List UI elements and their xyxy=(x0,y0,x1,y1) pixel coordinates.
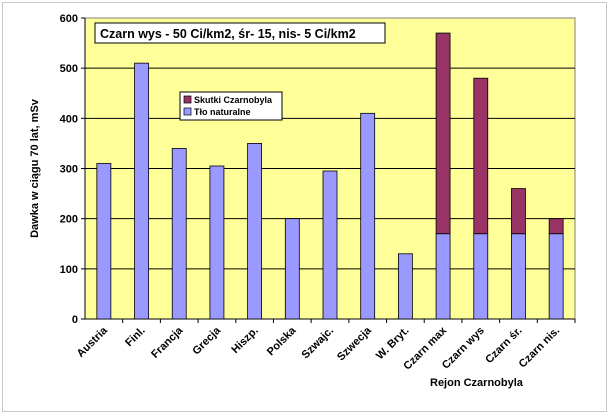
bar-finl--tlo xyxy=(134,62,149,320)
x-tick-label: Czarn nis. xyxy=(517,325,563,371)
y-axis-label: Dawka w ciągu 70 lat, mSv xyxy=(29,98,41,238)
bar-czarn-max-skutki xyxy=(435,32,451,235)
bar-w-bryt--tlo xyxy=(397,253,413,320)
x-tick-label: Finl. xyxy=(123,325,147,349)
region-label: Rejon Czarnobyla xyxy=(430,377,524,389)
bar-austria-tlo xyxy=(96,163,112,320)
legend-box xyxy=(179,91,283,121)
x-tick-label: Austria xyxy=(75,324,111,360)
legend-swatch xyxy=(183,95,192,104)
chart-title-box xyxy=(94,22,386,44)
bar-czarn-nis--skutki xyxy=(548,218,564,235)
bar-grecja-tlo xyxy=(209,165,225,320)
x-tick-label: W. Bryt. xyxy=(374,325,411,362)
x-tick-label: Hiszp. xyxy=(229,325,260,356)
legend-swatch xyxy=(183,107,192,116)
bar-szwajc--tlo xyxy=(322,170,338,320)
bar-francja-tlo xyxy=(171,148,187,320)
bar-czarn-r--tlo xyxy=(511,233,526,320)
y-tick-label: 100 xyxy=(60,264,78,276)
bar-czarn-r--skutki xyxy=(511,188,526,235)
bar-hiszp--tlo xyxy=(247,143,263,320)
x-tick-label: Francja xyxy=(149,324,186,361)
bar-szwecja-tlo xyxy=(360,112,376,320)
bar-czarn-wys-skutki xyxy=(473,77,489,235)
bar-czarn-max-tlo xyxy=(435,233,451,320)
y-tick-label: 0 xyxy=(72,314,78,326)
x-tick-label: Szwajc. xyxy=(300,325,337,362)
y-tick-label: 600 xyxy=(60,13,78,25)
y-tick-label: 300 xyxy=(60,164,78,176)
chart-title: Czarn wys - 50 Ci/km2, śr- 15, nis- 5 Ci… xyxy=(100,27,356,41)
y-tick-label: 500 xyxy=(60,63,78,75)
bar-czarn-wys-tlo xyxy=(473,233,489,320)
bar-czarn-nis--tlo xyxy=(548,233,564,320)
legend-label: Skutki Czarnobyla xyxy=(194,95,273,105)
x-tick-label: Grecja xyxy=(190,324,223,357)
bar-polska-tlo xyxy=(284,218,300,320)
legend-label: Tło naturalne xyxy=(194,107,251,117)
x-tick-label: Polska xyxy=(265,324,299,358)
x-tick-label: Szwecja xyxy=(335,324,374,363)
y-tick-label: 200 xyxy=(60,214,78,226)
y-tick-label: 400 xyxy=(60,113,78,125)
